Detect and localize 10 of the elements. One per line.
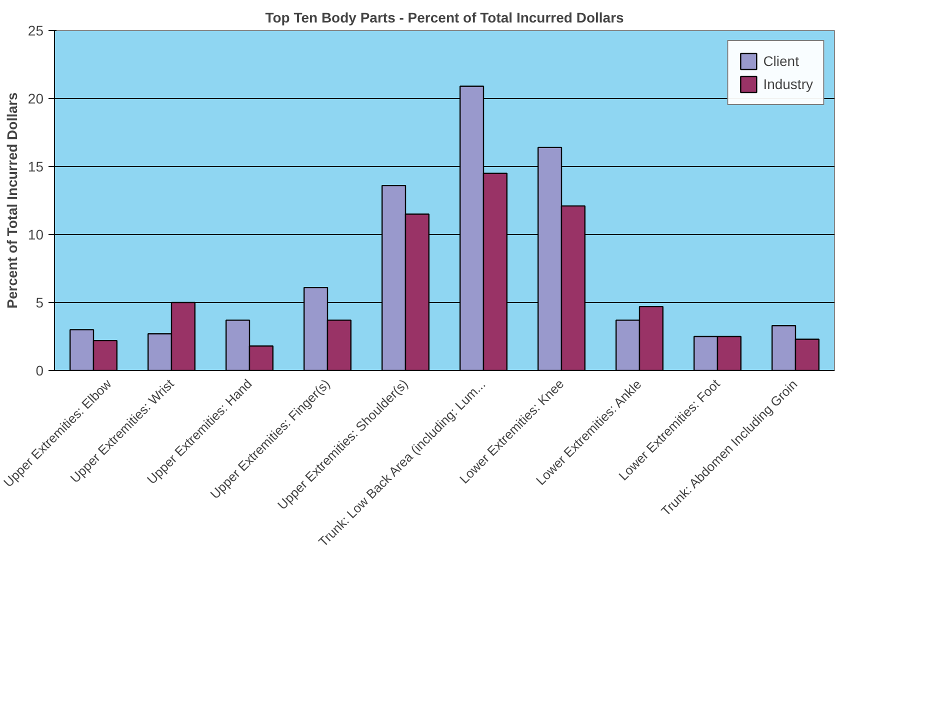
y-tick-label: 10 [28, 226, 44, 242]
legend-label: Client [763, 53, 799, 69]
legend-label: Industry [763, 76, 813, 92]
y-tick-label: 25 [28, 22, 44, 38]
y-tick-label: 15 [28, 158, 44, 174]
y-axis-title: Percent of Total Incurred Dollars [4, 92, 20, 309]
y-tick-label: 5 [36, 294, 44, 310]
y-tick-label: 0 [36, 362, 44, 378]
chart-title: Top Ten Body Parts - Percent of Total Incurred Dollars [265, 10, 624, 26]
y-tick-label: 20 [28, 90, 44, 106]
